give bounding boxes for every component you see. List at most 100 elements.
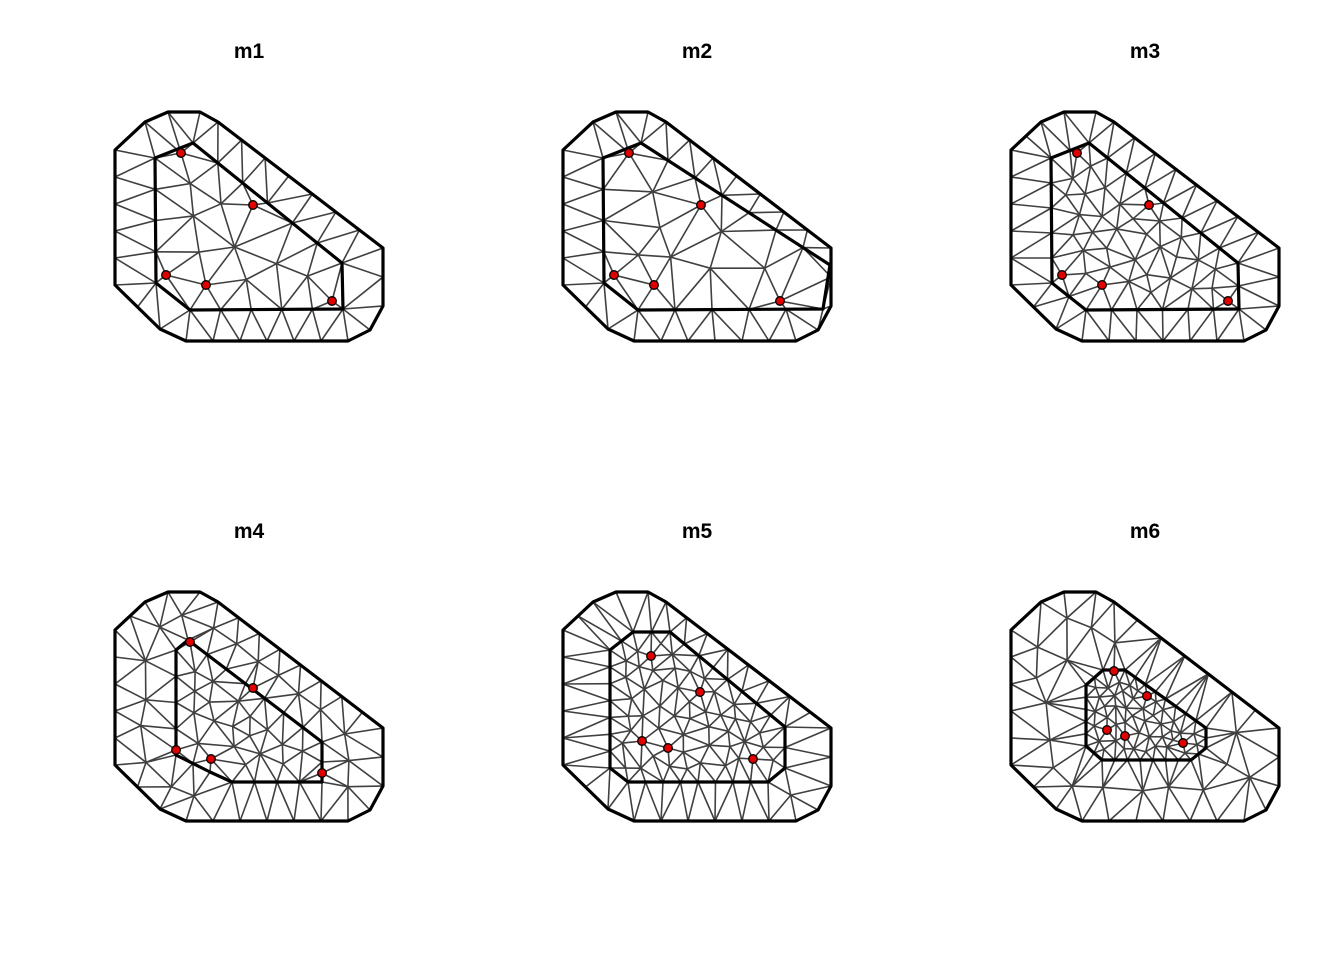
- mesh-edge: [189, 182, 222, 205]
- mesh-edge: [658, 715, 675, 729]
- mesh-edge: [145, 761, 172, 788]
- mesh-edge: [298, 751, 304, 783]
- mesh-edge: [660, 642, 673, 655]
- mesh-edge: [1114, 695, 1127, 709]
- mesh-edge: [1093, 740, 1100, 754]
- mesh-edge: [743, 721, 752, 742]
- mesh-edge: [1249, 776, 1280, 787]
- mesh-edge: [139, 699, 147, 726]
- mesh-edge: [1179, 720, 1197, 734]
- mesh-edge: [562, 188, 604, 205]
- mesh-edge: [264, 693, 299, 700]
- mesh-edge: [1066, 659, 1095, 679]
- mesh-edge: [734, 702, 757, 706]
- observation-point: [1178, 738, 1188, 748]
- mesh-edge: [1085, 686, 1097, 698]
- mesh-edge: [198, 251, 207, 286]
- mesh-edge: [636, 651, 640, 667]
- mesh-edge: [175, 670, 196, 678]
- mesh-edge: [603, 191, 654, 222]
- mesh-edge: [1175, 237, 1183, 258]
- mesh-edge: [775, 211, 785, 231]
- mesh-edge: [114, 683, 147, 701]
- mesh-edge: [1226, 763, 1251, 778]
- mesh-edge: [602, 219, 639, 256]
- mesh-edge: [342, 276, 384, 310]
- mesh-edge: [193, 712, 215, 722]
- mesh-edge: [1085, 266, 1111, 275]
- mesh-edge: [193, 771, 211, 797]
- mesh-edge: [193, 701, 210, 714]
- mesh-edge: [1119, 172, 1128, 205]
- mesh-edge: [320, 308, 344, 342]
- mesh-edge: [1045, 696, 1087, 704]
- mesh-edge: [1090, 591, 1097, 628]
- mesh-edge: [231, 764, 247, 783]
- mesh-edge: [144, 121, 156, 159]
- mesh-edge: [1200, 215, 1239, 234]
- mesh-edge: [684, 632, 708, 645]
- mesh-edge: [281, 712, 285, 745]
- mesh-edge: [1078, 193, 1086, 215]
- mesh-edge: [768, 794, 792, 822]
- mesh-edge: [114, 737, 147, 764]
- mesh-edge: [193, 691, 196, 713]
- mesh-edge: [1105, 228, 1118, 249]
- mesh-edge: [144, 601, 161, 628]
- mesh-edge: [159, 309, 191, 330]
- mesh-edge: [1142, 700, 1157, 710]
- mesh-edge: [738, 741, 746, 759]
- mesh-edge: [802, 247, 832, 278]
- mesh-edge: [699, 762, 717, 783]
- observation-point: [695, 687, 705, 697]
- mesh-edges: [1010, 591, 1280, 822]
- mesh-edge: [721, 229, 777, 233]
- mesh-edge: [1144, 714, 1154, 722]
- outer-boundary: [1009, 110, 1281, 343]
- mesh-edge: [233, 746, 247, 766]
- mesh-edge: [180, 152, 191, 184]
- mesh-edge: [154, 157, 191, 185]
- mesh-edge: [1198, 753, 1228, 765]
- mesh-edge: [724, 746, 731, 766]
- mesh-edge: [249, 735, 261, 755]
- mesh-edge: [181, 601, 219, 616]
- mesh-edge: [1104, 695, 1116, 707]
- mesh-edge: [1211, 288, 1215, 310]
- mesh-edge: [1237, 231, 1260, 264]
- observation-point: [624, 148, 634, 158]
- mesh-edge: [1040, 121, 1052, 159]
- mesh-edge: [233, 204, 254, 248]
- mesh-edge: [167, 591, 183, 616]
- mesh-edge: [1211, 268, 1217, 289]
- mesh-edge: [720, 703, 735, 716]
- mesh-edge: [640, 767, 647, 783]
- mesh-edge: [630, 715, 644, 732]
- mesh-edge: [1160, 720, 1174, 725]
- mesh-edge: [1094, 696, 1101, 712]
- mesh-edge: [562, 764, 611, 769]
- mesh-edge: [282, 743, 303, 752]
- mesh-edge: [206, 654, 214, 682]
- mesh-edge: [259, 729, 269, 755]
- mesh-edge: [727, 664, 749, 681]
- mesh-edge: [129, 615, 147, 662]
- mesh-edge: [640, 755, 654, 769]
- mesh-edge: [1103, 706, 1108, 718]
- mesh-edge: [688, 700, 707, 713]
- mesh-edge: [1049, 720, 1087, 741]
- mesh-edge: [263, 698, 269, 730]
- mesh-edge: [192, 763, 195, 796]
- mesh-edge: [636, 631, 653, 652]
- mesh-edge: [1160, 723, 1164, 737]
- mesh-edge: [671, 654, 676, 669]
- mesh-edge: [1138, 732, 1150, 738]
- mesh-edge: [206, 643, 237, 656]
- mesh-edge: [348, 756, 384, 762]
- mesh-edge: [1113, 681, 1121, 696]
- mesh-edge: [1113, 601, 1116, 643]
- mesh-edge: [159, 786, 173, 810]
- mesh-edge: [1094, 676, 1109, 689]
- mesh-edge: [1187, 288, 1193, 310]
- mesh-edge: [1216, 308, 1240, 342]
